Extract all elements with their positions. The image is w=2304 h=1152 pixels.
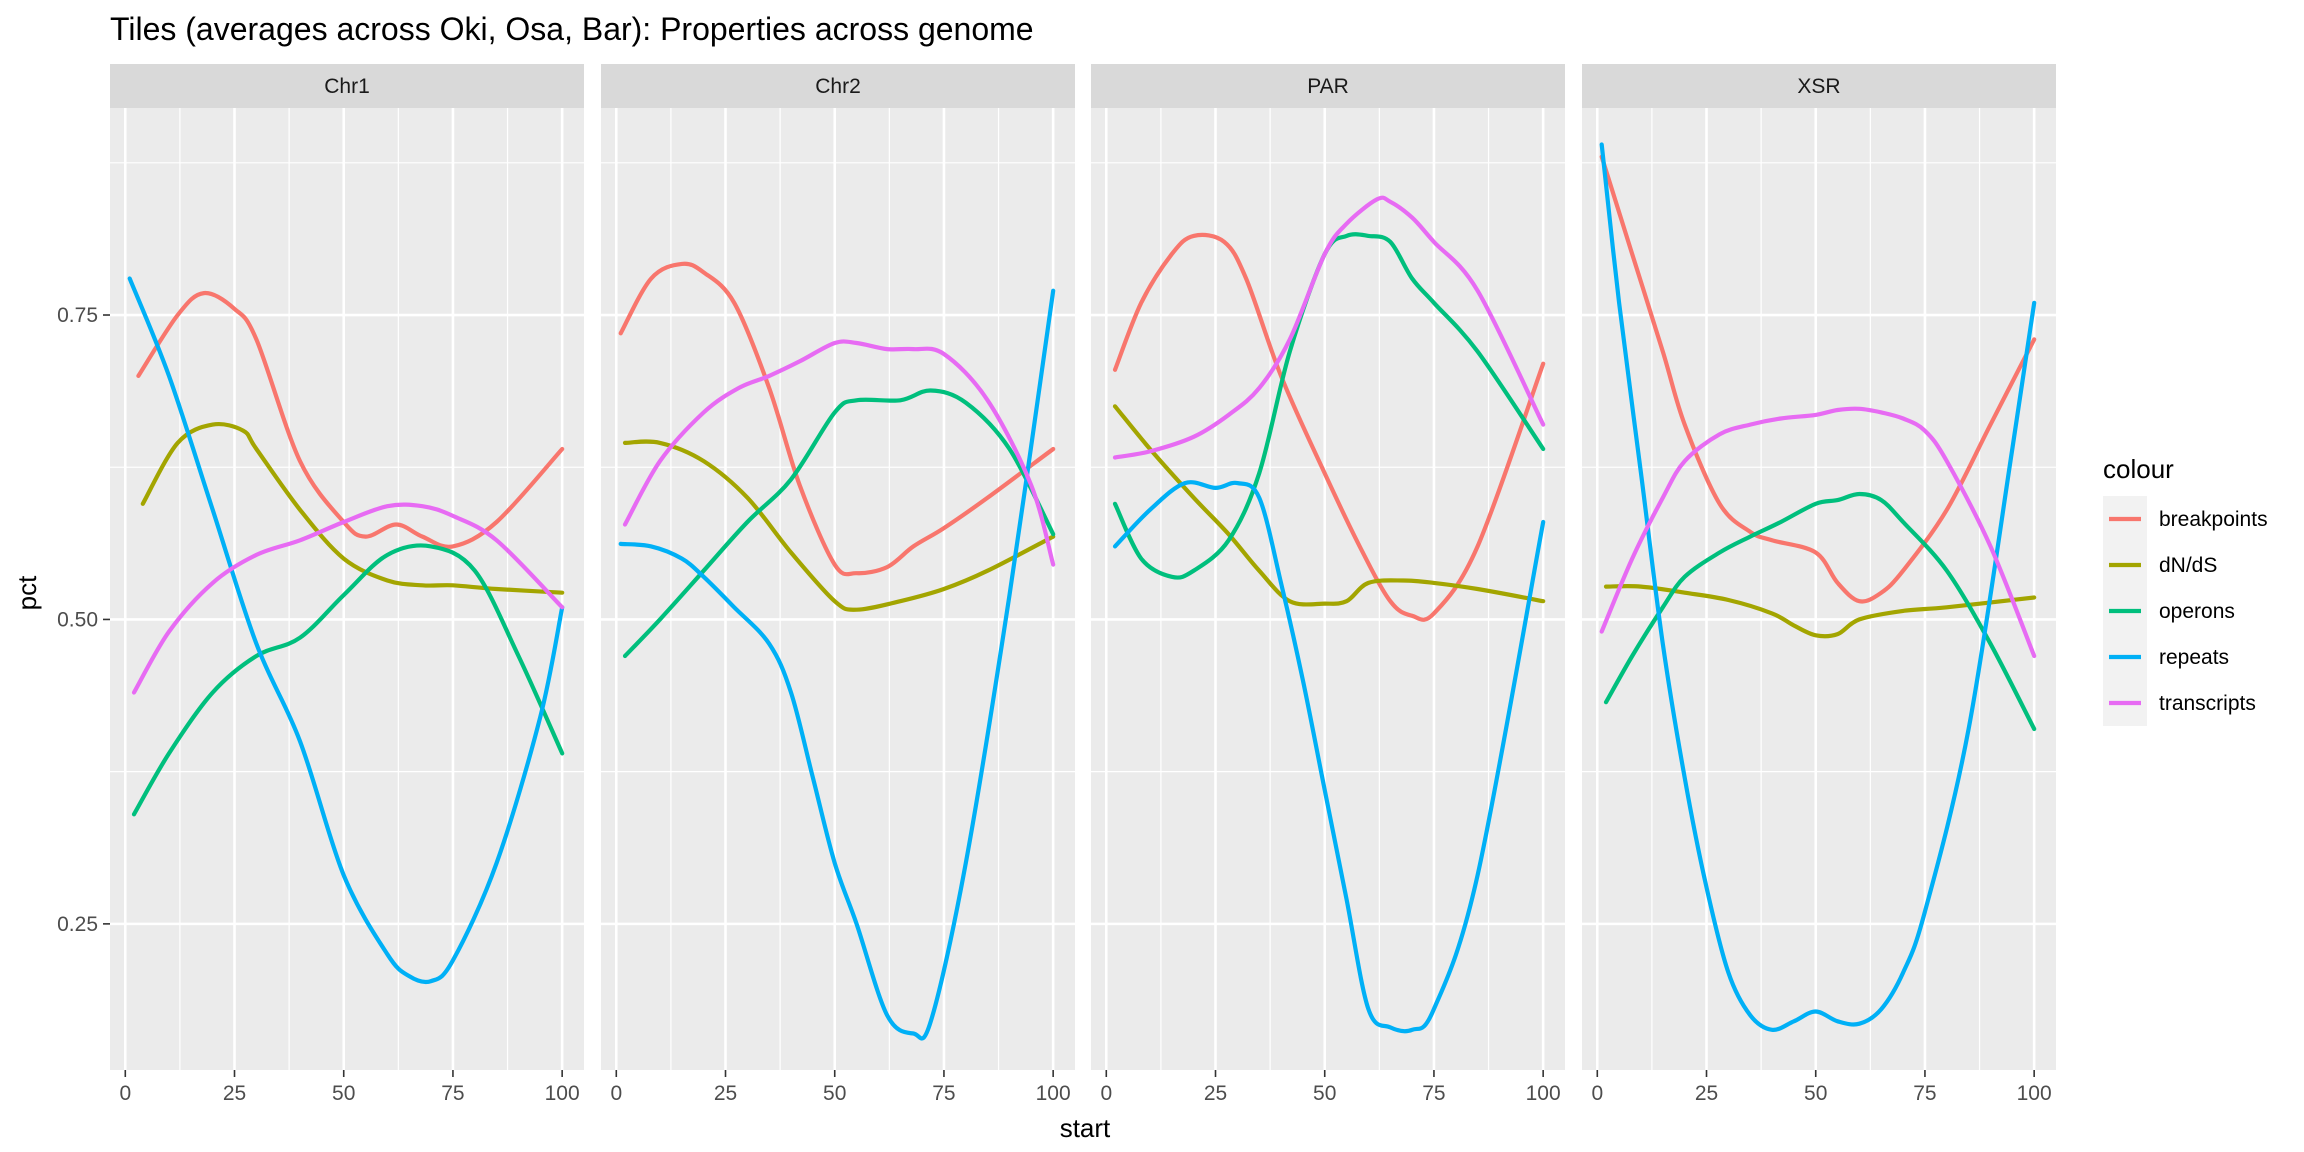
x-tick-label: 100 [1036, 1082, 1071, 1105]
x-axis-chr2: 0 25 50 75 100 [610, 1070, 1071, 1105]
legend-item-breakpoints: breakpoints [2103, 496, 2268, 542]
strip-background [601, 64, 1075, 108]
series-line-repeats-xsr [1599, 142, 2037, 1032]
y-tick-label: 0.75 [57, 304, 98, 327]
x-tick-label: 50 [332, 1082, 355, 1105]
legend-item-repeats: repeats [2103, 634, 2229, 680]
x-tick-label: 100 [545, 1082, 580, 1105]
series-line-repeats-par [1112, 480, 1546, 1034]
series-lines [127, 276, 565, 985]
gridlines [1091, 108, 1565, 1070]
x-tick-label: 0 [1591, 1082, 1603, 1105]
gridlines [110, 108, 584, 1070]
strip-label-chr2: Chr2 [815, 75, 861, 98]
x-tick-label: 25 [714, 1082, 737, 1105]
strip-background [110, 64, 584, 108]
x-tick-label: 25 [1204, 1082, 1227, 1105]
series-line-transcripts-xsr [1599, 406, 2037, 659]
x-tick-label: 50 [823, 1082, 846, 1105]
series-line-breakpoints-chr1 [136, 290, 565, 549]
y-tick-label: 0.50 [57, 608, 98, 631]
x-axis-xsr: 0 25 50 75 100 [1591, 1070, 2052, 1105]
x-tick-label: 50 [1804, 1082, 1827, 1105]
series-line-transcripts-chr2 [622, 339, 1056, 567]
x-tick-label: 75 [1422, 1082, 1445, 1105]
series-line-breakpoints-xsr [1599, 154, 2037, 604]
series-line-repeats-chr1 [127, 276, 565, 985]
x-tick-label: 100 [2017, 1082, 2052, 1105]
legend-label-breakpoints: breakpoints [2159, 508, 2268, 531]
x-axis-par: 0 25 50 75 100 [1100, 1070, 1561, 1105]
x-tick-label: 25 [1695, 1082, 1718, 1105]
series-line-dn-ds-chr2 [622, 439, 1056, 612]
strip-background [1582, 64, 2056, 108]
legend-label-dn-ds: dN/dS [2159, 554, 2217, 577]
legend-label-operons: operons [2159, 600, 2235, 623]
legend-label-transcripts: transcripts [2159, 692, 2256, 715]
strip-background [1091, 64, 1565, 108]
series-line-transcripts-par [1112, 195, 1546, 460]
legend-label-repeats: repeats [2159, 646, 2229, 669]
facet-panel-par: PAR 0 25 50 75 100 [1091, 64, 1565, 1105]
strip-label-xsr: XSR [1797, 75, 1840, 98]
legend-item-operons: operons [2103, 588, 2235, 634]
series-line-operons-chr1 [131, 543, 565, 817]
legend-item-dn-ds: dN/dS [2103, 542, 2217, 588]
x-tick-label: 0 [610, 1082, 622, 1105]
legend-title: colour [2103, 454, 2174, 484]
chart-title: Tiles (averages across Oki, Osa, Bar): P… [110, 11, 1034, 47]
series-lines [1112, 195, 1546, 1034]
panel-background [1091, 108, 1565, 1070]
y-axis-title: pct [12, 575, 42, 610]
strip-label-par: PAR [1307, 75, 1349, 98]
x-tick-label: 100 [1526, 1082, 1561, 1105]
x-axis-title: start [1060, 1113, 1111, 1143]
x-axis-chr1: 0 25 50 75 100 [119, 1070, 580, 1105]
series-line-dn-ds-xsr [1603, 584, 2037, 639]
series-line-operons-xsr [1603, 491, 2037, 732]
series-line-transcripts-chr1 [131, 502, 565, 695]
legend-item-transcripts: transcripts [2103, 680, 2256, 726]
x-tick-label: 50 [1313, 1082, 1336, 1105]
series-line-breakpoints-par [1112, 232, 1546, 622]
facet-panel-chr1: Chr1 0 25 50 75 100 [110, 64, 584, 1105]
series-line-repeats-chr2 [618, 288, 1056, 1041]
y-tick-label: 0.25 [57, 913, 98, 936]
x-tick-label: 75 [1913, 1082, 1936, 1105]
strip-label-chr1: Chr1 [324, 75, 370, 98]
facet-panels: Chr1 0 25 50 75 100 Chr2 0 25 50 75 100 PAR 0 25 50 75 10… [110, 64, 2056, 1105]
x-tick-label: 0 [119, 1082, 131, 1105]
series-lines [618, 261, 1056, 1041]
x-tick-label: 75 [441, 1082, 464, 1105]
series-line-dn-ds-par [1112, 404, 1546, 607]
x-tick-label: 0 [1100, 1082, 1112, 1105]
legend: colour breakpoints dN/dS operons repeats tra… [2103, 454, 2268, 726]
panel-background [601, 108, 1075, 1070]
x-tick-label: 25 [223, 1082, 246, 1105]
facet-panel-xsr: XSR 0 25 50 75 100 [1582, 64, 2056, 1105]
series-lines [1599, 142, 2037, 1032]
x-tick-label: 75 [932, 1082, 955, 1105]
series-line-breakpoints-chr2 [618, 261, 1056, 577]
y-axis: 0.25 0.50 0.75 [57, 304, 110, 936]
facet-panel-chr2: Chr2 0 25 50 75 100 [601, 64, 1075, 1105]
